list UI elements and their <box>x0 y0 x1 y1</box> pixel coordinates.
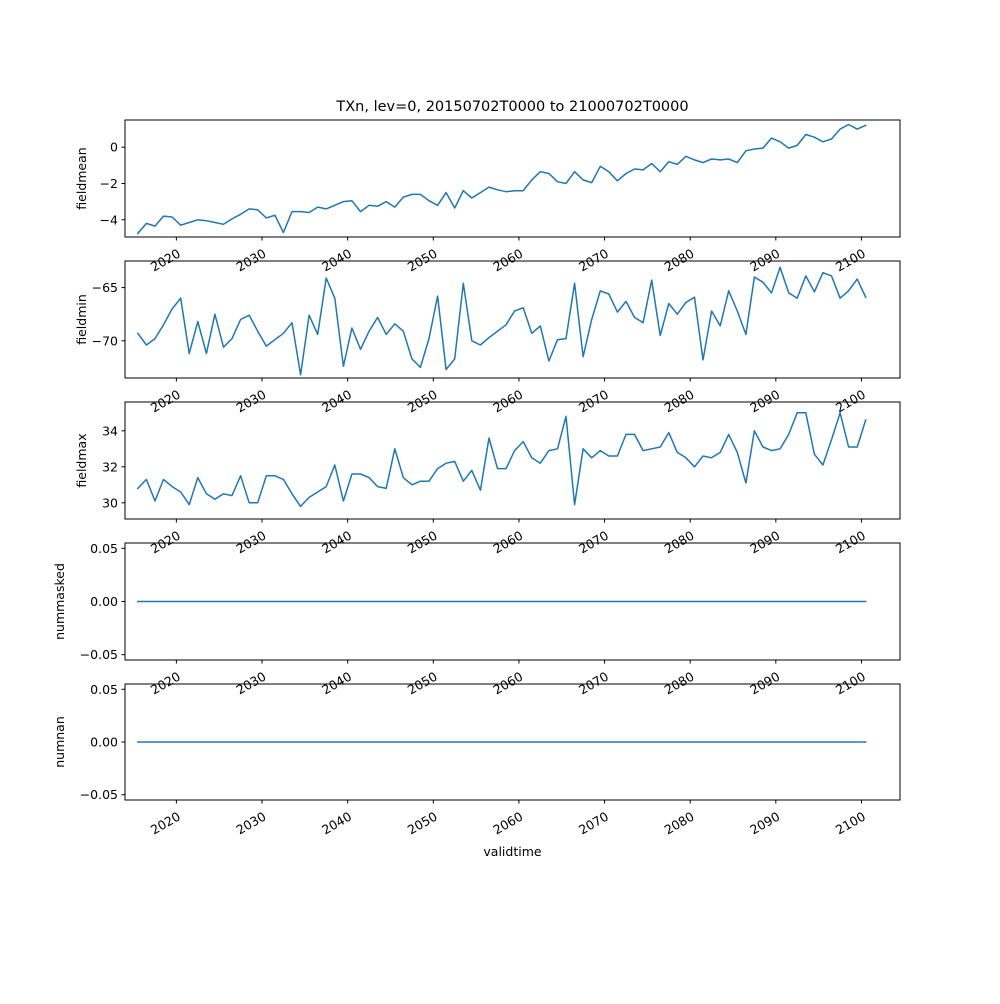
fieldmax-x-tick-label: 2020 <box>148 528 183 557</box>
fieldmean-x-tick-label: 2060 <box>490 246 525 275</box>
fieldmin-x-tick-label: 2070 <box>576 387 611 416</box>
fieldmean-y-tick-label: −2 <box>100 176 118 191</box>
nummasked-x-tick-label: 2030 <box>233 669 268 698</box>
fieldmax-x-tick-label: 2090 <box>747 528 782 557</box>
fieldmax-y-tick-label: 34 <box>102 423 118 438</box>
fieldmean-x-tick-label: 2080 <box>662 246 697 275</box>
numnan-y-axis-label: numnan <box>52 716 67 768</box>
fieldmean-x-tick-label: 2070 <box>576 246 611 275</box>
numnan-x-tick-label: 2070 <box>576 809 611 838</box>
nummasked-y-axis-label: nummasked <box>52 563 67 640</box>
fieldmean-x-tick-label: 2100 <box>833 246 868 275</box>
nummasked-y-tick-label: 0.00 <box>90 594 118 609</box>
fieldmean-x-tick-label: 2040 <box>319 246 354 275</box>
nummasked-x-tick-label: 2080 <box>662 669 697 698</box>
fieldmin-x-tick-label: 2040 <box>319 387 354 416</box>
fieldmax-axes-frame <box>124 401 901 520</box>
numnan-y-tick-label: −0.05 <box>80 787 118 802</box>
numnan-x-tick-label: 2040 <box>319 809 354 838</box>
fieldmean-y-tick-label: 0 <box>110 140 118 155</box>
fieldmax-x-tick-label: 2080 <box>662 528 697 557</box>
fieldmin-x-tick-label: 2080 <box>662 387 697 416</box>
x-axis-label: validtime <box>483 844 541 859</box>
fieldmax-y-axis-label: fieldmax <box>74 433 89 487</box>
fieldmin-x-tick-label: 2060 <box>490 387 525 416</box>
fieldmin-x-tick-label: 2030 <box>233 387 268 416</box>
numnan-x-tick-label: 2060 <box>490 809 525 838</box>
numnan-x-tick-label: 2100 <box>833 809 868 838</box>
nummasked-x-tick-label: 2090 <box>747 669 782 698</box>
nummasked-y-tick-label: −0.05 <box>80 647 118 662</box>
fieldmax-x-tick-label: 2040 <box>319 528 354 557</box>
fieldmax-x-tick-label: 2030 <box>233 528 268 557</box>
chart-title: TXn, lev=0, 20150702T0000 to 21000702T00… <box>335 99 688 115</box>
nummasked-x-tick-label: 2060 <box>490 669 525 698</box>
fieldmin-y-axis-label: fieldmin <box>74 294 89 345</box>
fieldmean-series-line <box>136 123 867 235</box>
numnan-y-tick-label: 0.00 <box>90 735 118 750</box>
fieldmean-y-axis-label: fieldmean <box>74 147 89 209</box>
fieldmax-x-tick-label: 2060 <box>490 528 525 557</box>
fieldmin-axes-frame <box>124 260 901 379</box>
panel-numnan: −0.05 0.00 0.05 2020 2030 2040 2050 2060 2070 208… <box>52 682 901 838</box>
fieldmin-x-tick-label: 2020 <box>148 387 183 416</box>
nummasked-x-tick-label: 2050 <box>405 669 440 698</box>
nummasked-x-tick-label: 2070 <box>576 669 611 698</box>
fieldmax-x-tick-label: 2100 <box>833 528 868 557</box>
nummasked-y-tick-label: 0.05 <box>90 541 118 556</box>
numnan-x-tick-label: 2050 <box>405 809 440 838</box>
fieldmax-series-line <box>136 412 867 508</box>
fieldmin-y-tick-label: −65 <box>92 280 118 295</box>
fieldmax-x-tick-label: 2050 <box>405 528 440 557</box>
fieldmean-axes-frame <box>124 119 901 238</box>
panel-fieldmean: −4 −2 0 2020 2030 2040 2050 2060 2070 2080 2090 210… <box>74 119 901 275</box>
panel-fieldmax: 30 32 34 2020 2030 2040 2050 2060 2070 2080 2090 21… <box>74 401 901 557</box>
numnan-y-tick-label: 0.05 <box>90 682 118 697</box>
panel-fieldmin: −70 −65 2020 2030 2040 2050 2060 2070 2080 2090 21… <box>74 260 901 416</box>
fieldmax-y-tick-label: 30 <box>102 495 118 510</box>
numnan-x-tick-label: 2080 <box>662 809 697 838</box>
nummasked-x-tick-label: 2020 <box>148 669 183 698</box>
panel-nummasked: −0.05 0.00 0.05 2020 2030 2040 2050 2060 2070 208… <box>52 541 901 698</box>
fieldmin-x-tick-label: 2090 <box>747 387 782 416</box>
fieldmean-x-tick-label: 2020 <box>148 246 183 275</box>
numnan-x-tick-label: 2090 <box>747 809 782 838</box>
fieldmin-x-tick-label: 2100 <box>833 387 868 416</box>
fieldmean-y-tick-label: −4 <box>100 212 118 227</box>
fieldmean-x-tick-label: 2090 <box>747 246 782 275</box>
numnan-x-tick-label: 2030 <box>233 809 268 838</box>
fieldmean-x-tick-label: 2050 <box>405 246 440 275</box>
fieldmax-x-tick-label: 2070 <box>576 528 611 557</box>
fieldmin-x-tick-label: 2050 <box>405 387 440 416</box>
numnan-x-tick-label: 2020 <box>148 809 183 838</box>
fieldmean-x-tick-label: 2030 <box>233 246 268 275</box>
nummasked-x-tick-label: 2100 <box>833 669 868 698</box>
fieldmin-series-line <box>136 266 867 376</box>
fieldmin-y-tick-label: −70 <box>92 333 118 348</box>
fieldmax-y-tick-label: 32 <box>102 459 118 474</box>
nummasked-x-tick-label: 2040 <box>319 669 354 698</box>
